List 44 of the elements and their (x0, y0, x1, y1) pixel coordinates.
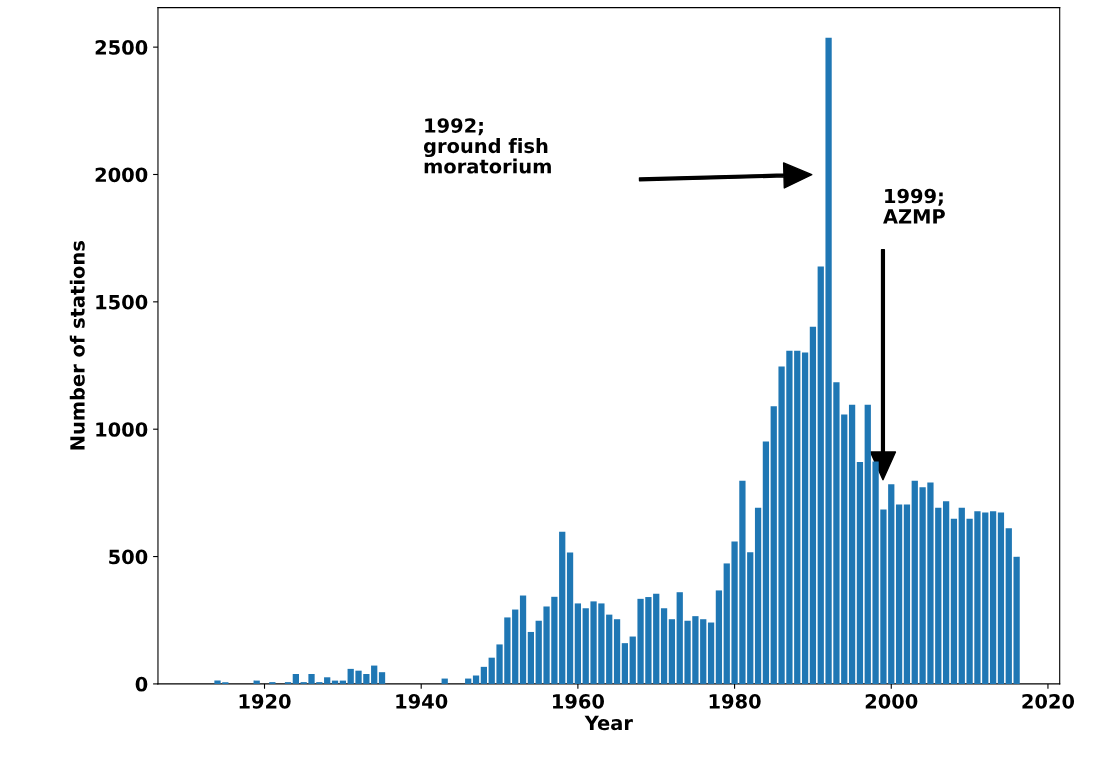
bar (574, 603, 582, 684)
bar (292, 673, 299, 684)
bar (324, 677, 331, 684)
bar (754, 507, 762, 684)
bar (895, 504, 903, 684)
bar (613, 619, 621, 684)
annotation: 1992; ground fish moratorium (423, 118, 551, 174)
y-axis-title: Number of stations (69, 241, 85, 450)
bar (997, 512, 1005, 684)
bar (668, 619, 676, 684)
bar (801, 352, 809, 684)
bar (621, 643, 629, 684)
bar (527, 631, 535, 684)
x-tick-label: 2020 (1022, 693, 1075, 709)
y-tick-label: 1000 (96, 422, 148, 437)
bar (472, 675, 480, 684)
x-tick-label: 1940 (396, 693, 448, 709)
x-tick-label: 2000 (865, 693, 918, 709)
bar (856, 462, 864, 684)
bar (378, 672, 386, 684)
y-tick-label: 2000 (95, 167, 148, 183)
bar (762, 441, 770, 684)
bar (660, 608, 668, 684)
bar (848, 404, 856, 684)
bar (480, 666, 488, 684)
bar (715, 590, 723, 684)
bar (519, 595, 527, 684)
y-tick-label: 2500 (95, 40, 148, 55)
x-tick-label: 1920 (239, 693, 291, 709)
bar (371, 665, 378, 684)
bar (707, 622, 715, 684)
bar (989, 511, 997, 684)
bar (950, 518, 958, 684)
annotation: 1999; AZMP (883, 188, 945, 224)
y-tick-label: 1500 (96, 294, 148, 310)
bar (942, 501, 950, 684)
bar (566, 552, 574, 684)
x-tick-label: 1960 (553, 693, 605, 709)
bar (809, 326, 817, 684)
x-axis-title: Year (584, 715, 633, 731)
x-tick-label: 1980 (709, 693, 761, 709)
y-tick-label: 500 (109, 549, 148, 565)
bar (903, 504, 911, 684)
y-tick-label: 0 (135, 676, 148, 692)
